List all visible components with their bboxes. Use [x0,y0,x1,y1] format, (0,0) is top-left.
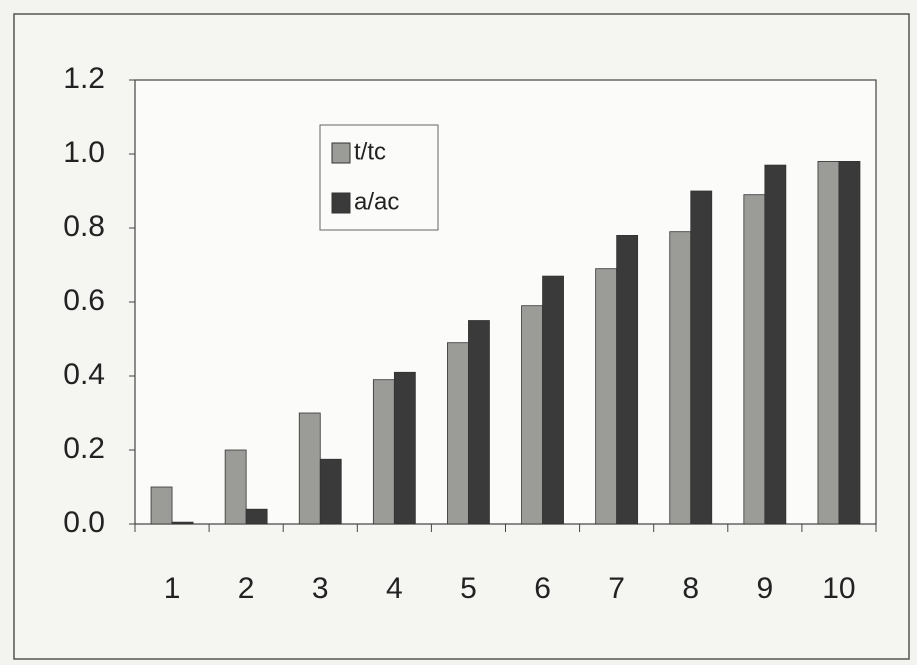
bar [743,194,766,525]
legend-box [319,124,439,231]
bar [669,231,692,525]
bar [150,486,173,525]
bar [817,160,840,525]
y-tick-label: 1.0 [63,136,105,169]
bar [616,234,639,525]
x-tick-label: 8 [682,572,699,605]
legend-label: t/tc [354,138,386,165]
bar [372,379,395,525]
y-tick-label: 0.2 [63,432,105,465]
bar [595,268,618,525]
bar [447,342,469,525]
x-tick-label: 1 [164,572,181,605]
x-tick-label: 9 [757,572,774,605]
bar [298,412,321,525]
bar [319,458,342,525]
x-tick-label: 10 [822,572,855,605]
y-tick-label: 0.6 [63,284,105,317]
x-tick-label: 4 [386,572,403,605]
x-tick-label: 5 [460,572,477,605]
x-tick-label: 6 [534,572,551,605]
y-tick-label: 0.4 [63,358,105,391]
y-tick-label: 0.0 [63,506,105,539]
bar [468,320,490,525]
legend-swatch [331,142,351,164]
bar [393,371,416,525]
bar [542,275,564,525]
y-tick-label: 0.8 [63,210,105,243]
legend-swatch [331,192,351,214]
x-tick-label: 3 [312,572,329,605]
bar [690,190,713,525]
bar [171,521,194,525]
x-tick-label: 2 [238,572,255,605]
y-tick-label: 1.2 [63,62,105,95]
bar [224,449,247,525]
bar [245,508,268,525]
legend-label: a/ac [354,188,399,215]
bar [838,160,861,525]
x-tick-label: 7 [608,572,625,605]
bar [521,305,543,525]
bar [764,164,787,525]
